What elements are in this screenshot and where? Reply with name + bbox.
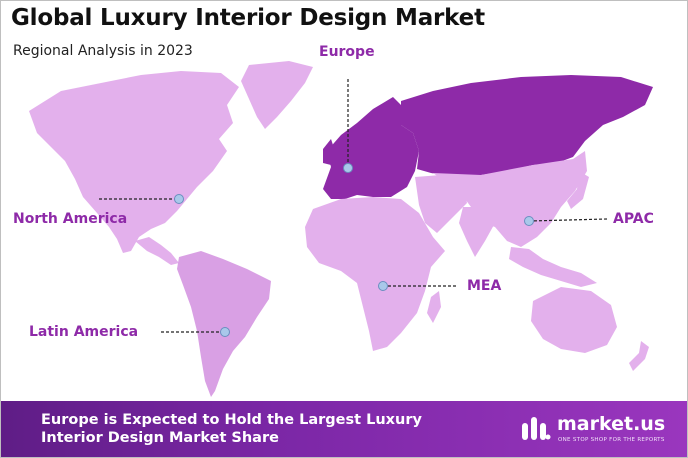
new-zealand-shape (629, 341, 649, 371)
central-america-shape (135, 237, 179, 265)
europe-label: Europe (319, 44, 375, 60)
mea-label: MEA (467, 278, 502, 294)
latin-america-shape (177, 251, 271, 397)
southeast-asia-shape (509, 247, 597, 287)
australia-shape (531, 287, 617, 353)
africa-shape (305, 197, 445, 351)
page-title: Global Luxury Interior Design Market (11, 5, 485, 31)
north-america-marker (174, 194, 184, 204)
brand-name: market.us (557, 413, 666, 435)
apac-leader-line (528, 218, 608, 222)
world-map (29, 61, 653, 397)
footer-banner: Europe is Expected to Hold the Largest L… (1, 401, 687, 457)
latin-america-label: Latin America (29, 324, 139, 340)
asia-shape (433, 151, 587, 247)
russia-shape (401, 75, 653, 177)
middle-east-shape (415, 175, 467, 233)
europe-shape (323, 97, 419, 199)
uk-shape (323, 139, 335, 165)
japan-shape (567, 171, 589, 209)
footer-headline: Europe is Expected to Hold the Largest L… (41, 412, 422, 446)
mea-marker (378, 281, 388, 291)
greenland-shape (241, 61, 313, 129)
north-america-label: North America (13, 211, 128, 227)
north-america-shape (29, 71, 239, 253)
apac-label: APAC (613, 211, 654, 227)
apac-marker (524, 216, 534, 226)
page-subtitle: Regional Analysis in 2023 (13, 43, 193, 59)
europe-marker (343, 163, 353, 173)
india-shape (459, 207, 495, 257)
madagascar-shape (427, 291, 441, 323)
brand-tagline: ONE STOP SHOP FOR THE REPORTS (558, 437, 665, 443)
latin-america-marker (220, 327, 230, 337)
brand-logo: market.us ONE STOP SHOP FOR THE REPORTS (521, 413, 681, 447)
market-us-logo-icon (522, 417, 551, 440)
